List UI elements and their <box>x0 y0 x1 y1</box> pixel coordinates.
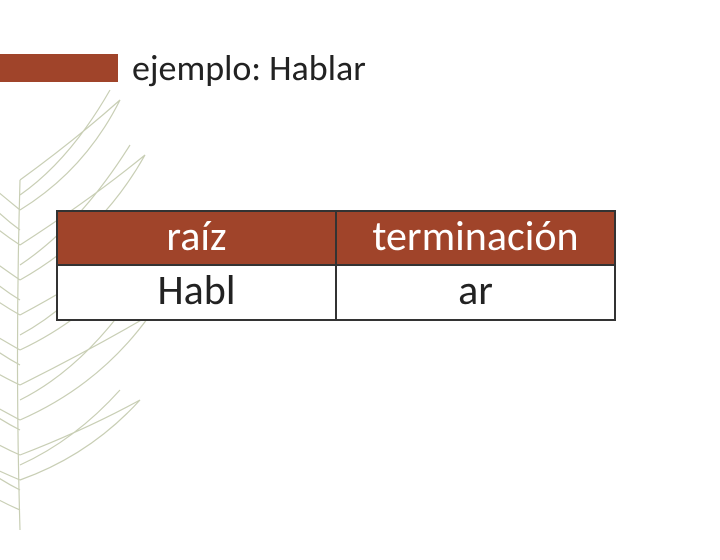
header-terminacion: terminación <box>336 211 615 265</box>
cell-terminacion: ar <box>336 265 615 319</box>
table-body-row: Habl ar <box>57 265 615 319</box>
header-raiz: raíz <box>57 211 336 265</box>
cell-raiz: Habl <box>57 265 336 319</box>
title-row: ejemplo: Hablar <box>0 46 366 90</box>
table-header-row: raíz terminación <box>57 211 615 265</box>
page-title: ejemplo: Hablar <box>132 46 366 90</box>
title-accent-bar <box>0 54 118 82</box>
verb-parts-table: raíz terminación Habl ar <box>56 210 616 321</box>
